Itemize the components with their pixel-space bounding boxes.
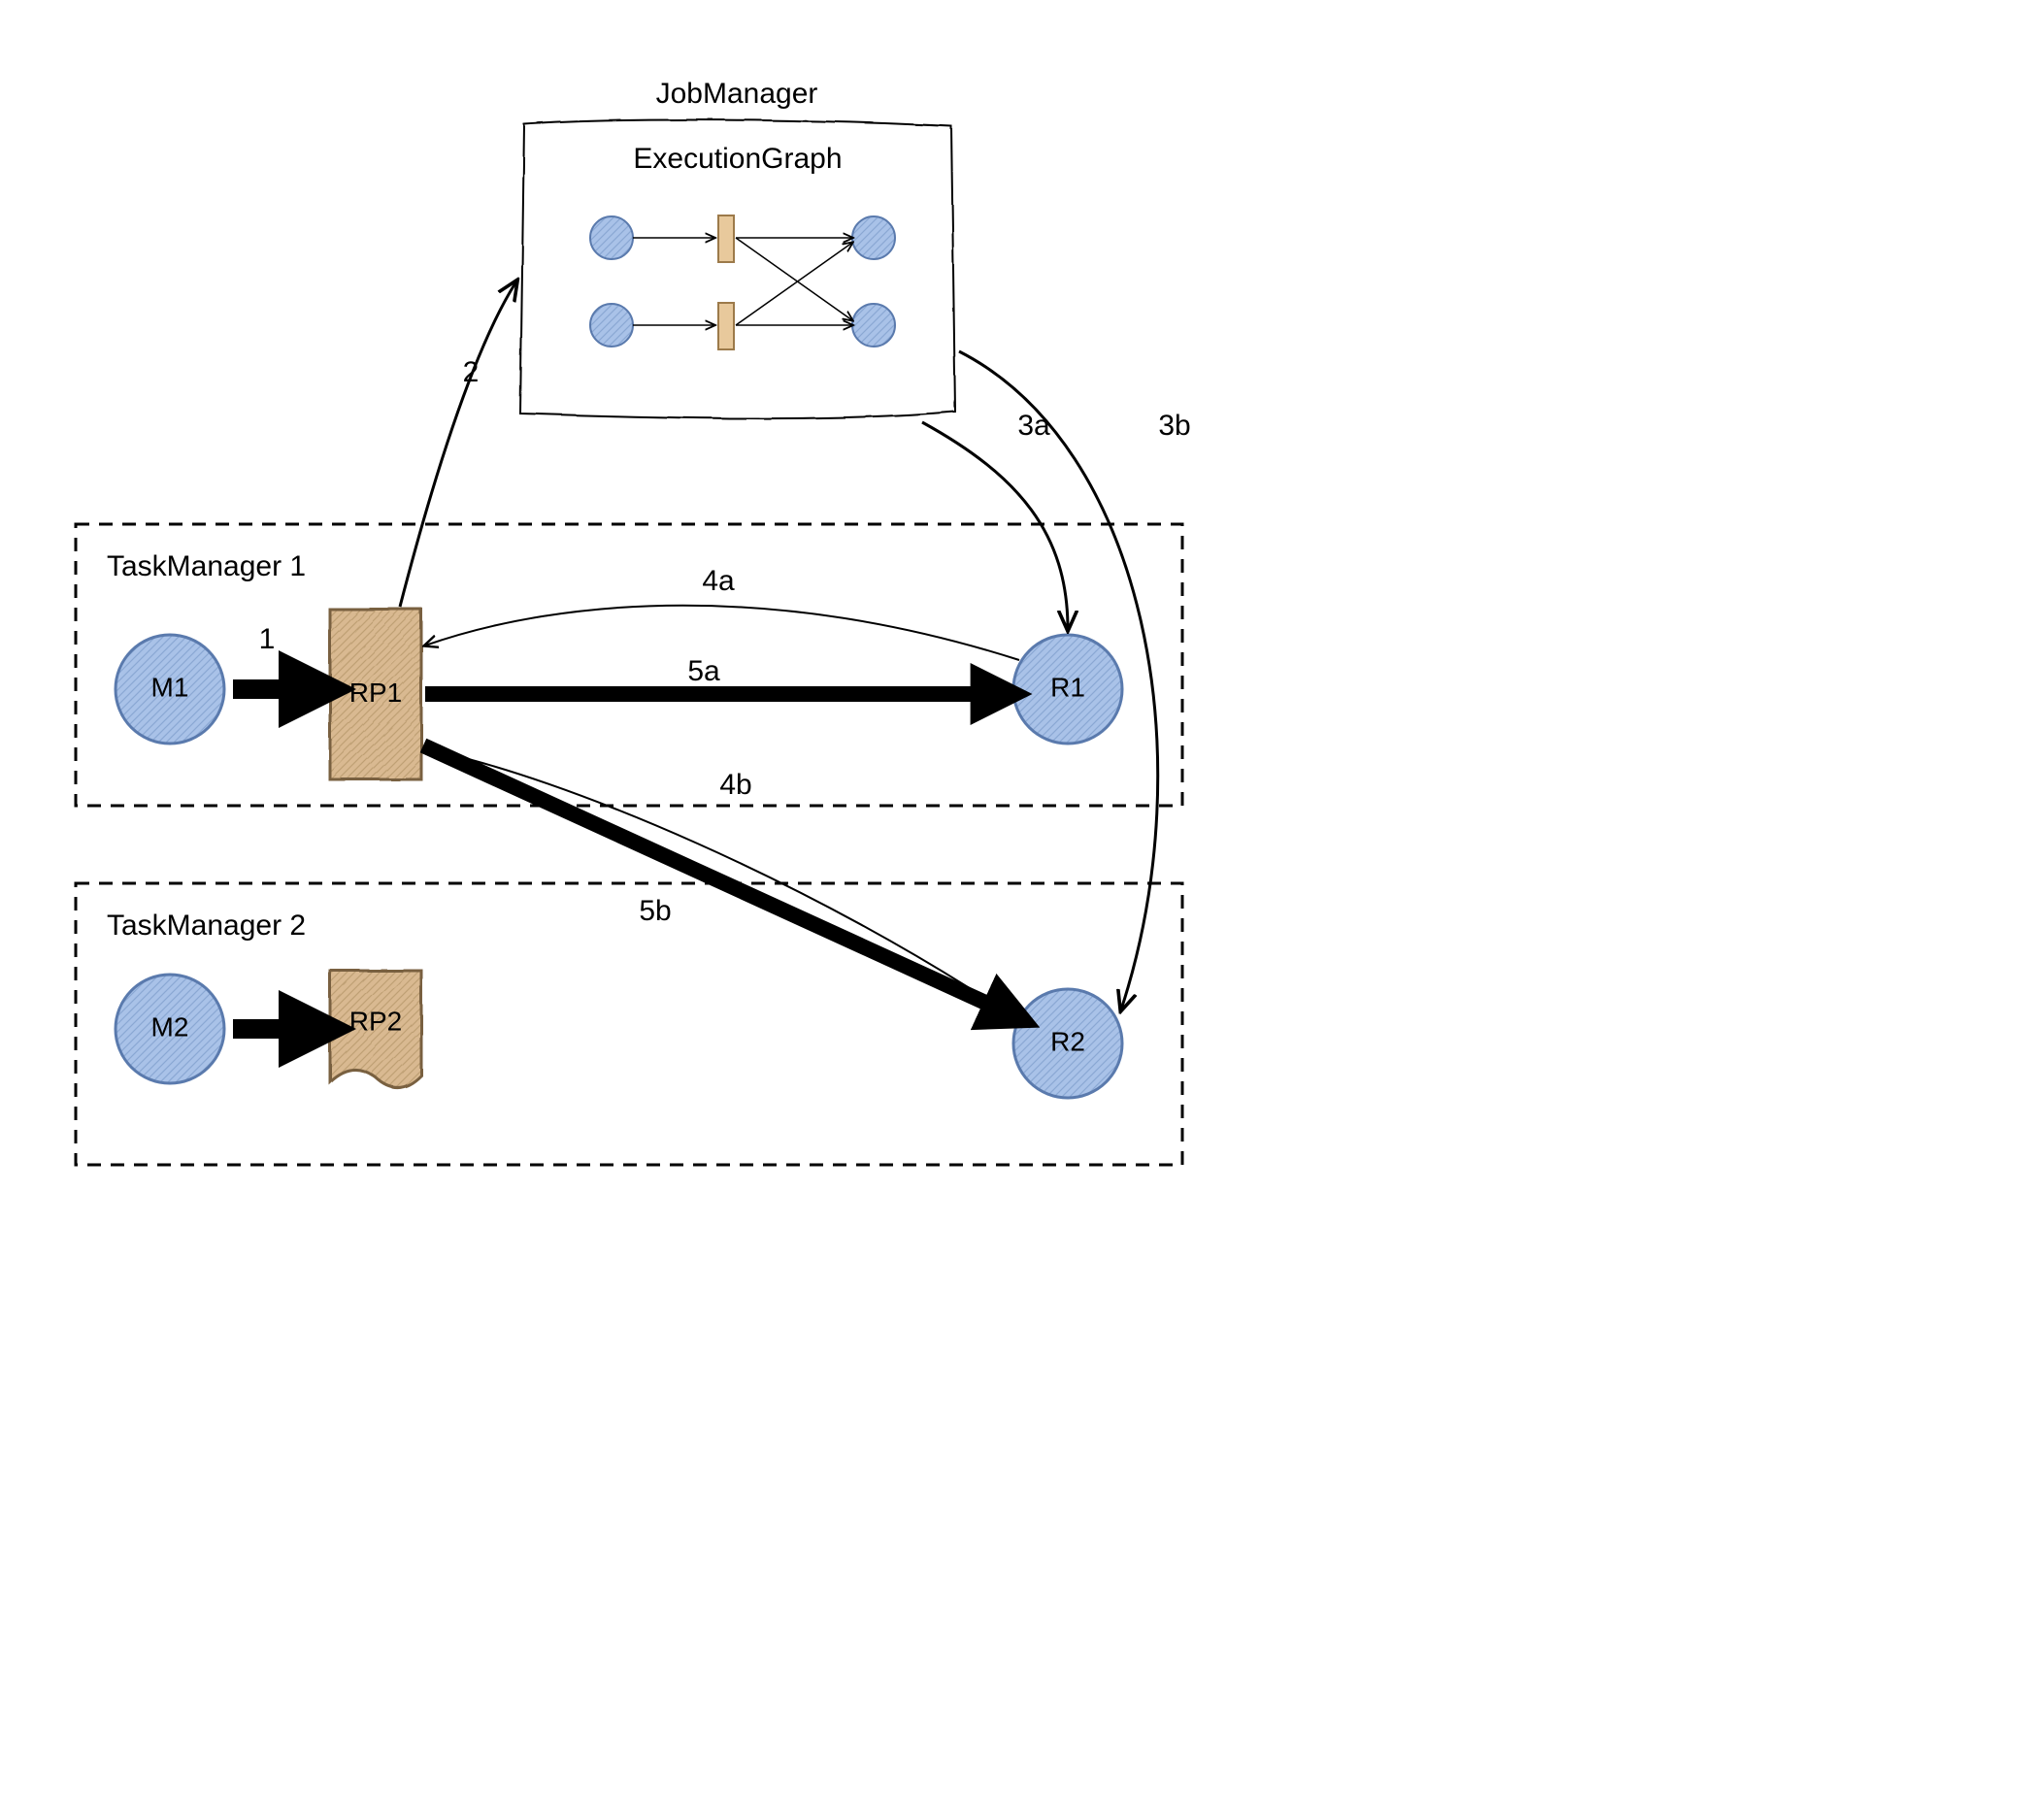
jobmanager-diagram: JobManager ExecutionGraph TaskManager 1 Tas… xyxy=(39,39,1281,1281)
svg-text:3b: 3b xyxy=(1158,410,1190,442)
svg-text:R2: R2 xyxy=(1050,1026,1085,1056)
svg-text:1: 1 xyxy=(259,623,276,655)
svg-text:RP2: RP2 xyxy=(349,1006,402,1036)
eg-node-0 xyxy=(590,216,633,259)
edge-4a xyxy=(425,606,1019,660)
eg-node-3 xyxy=(852,304,895,347)
svg-text:4b: 4b xyxy=(719,769,751,801)
svg-text:3a: 3a xyxy=(1017,410,1050,442)
eg-edge-3 xyxy=(736,238,852,320)
eg-node-2 xyxy=(852,216,895,259)
edge-2 xyxy=(400,281,516,607)
svg-text:RP1: RP1 xyxy=(349,678,402,708)
eg-bar-1 xyxy=(718,303,734,349)
eg-node-1 xyxy=(590,304,633,347)
svg-text:ExecutionGraph: ExecutionGraph xyxy=(633,143,842,175)
eg-edge-4 xyxy=(736,243,852,325)
svg-text:TaskManager 1: TaskManager 1 xyxy=(107,550,306,582)
svg-text:2: 2 xyxy=(463,356,480,388)
svg-text:4a: 4a xyxy=(702,565,735,597)
svg-text:TaskManager 2: TaskManager 2 xyxy=(107,910,306,942)
svg-text:JobManager: JobManager xyxy=(656,78,818,110)
svg-text:R1: R1 xyxy=(1050,672,1085,702)
eg-bar-0 xyxy=(718,215,734,262)
svg-text:5b: 5b xyxy=(639,895,671,927)
svg-text:M2: M2 xyxy=(151,1011,189,1042)
svg-text:5a: 5a xyxy=(687,655,720,687)
svg-text:M1: M1 xyxy=(151,672,189,702)
